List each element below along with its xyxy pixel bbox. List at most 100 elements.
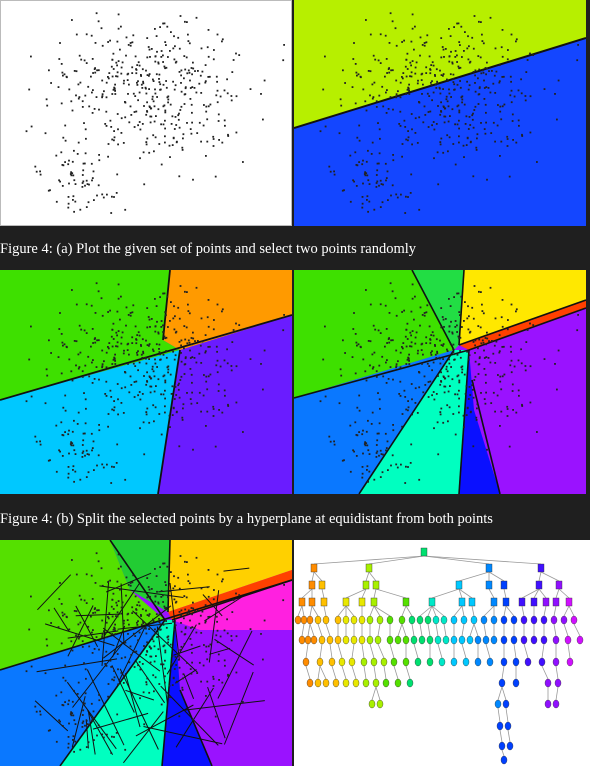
data-point <box>172 406 175 409</box>
data-point <box>482 42 485 45</box>
data-point <box>454 320 457 322</box>
data-point <box>432 334 435 337</box>
data-point <box>69 443 72 445</box>
data-point <box>85 407 87 410</box>
partition-line <box>53 607 70 632</box>
data-point <box>55 424 58 427</box>
data-point <box>354 421 357 424</box>
data-point <box>386 72 388 74</box>
data-point <box>339 368 342 371</box>
data-point <box>123 79 125 82</box>
data-point <box>201 70 204 73</box>
data-point <box>162 645 165 648</box>
data-point <box>152 620 155 622</box>
data-point <box>431 61 434 64</box>
data-point <box>113 676 116 679</box>
tree-edge <box>505 605 515 617</box>
data-point <box>483 357 486 359</box>
data-point <box>160 326 163 328</box>
data-point <box>207 346 210 348</box>
data-point <box>138 661 141 663</box>
data-point <box>410 71 413 74</box>
data-point <box>145 362 148 365</box>
data-point <box>450 320 452 323</box>
data-point <box>155 35 158 37</box>
tree-edge <box>553 605 557 617</box>
data-point <box>80 598 83 601</box>
data-point <box>124 478 127 481</box>
data-point <box>499 425 501 427</box>
data-point <box>427 126 430 128</box>
data-point <box>76 153 79 155</box>
data-point <box>132 92 135 95</box>
data-point <box>71 109 74 112</box>
data-point <box>204 620 207 623</box>
data-point <box>176 140 178 143</box>
data-point <box>446 80 449 82</box>
data-point <box>115 462 118 464</box>
tree-edge <box>501 665 505 680</box>
partition-line <box>171 579 292 621</box>
data-point <box>215 634 218 637</box>
data-point <box>216 641 219 644</box>
tree-node <box>322 678 330 688</box>
data-point <box>227 135 230 137</box>
data-point <box>116 345 119 348</box>
data-point <box>77 367 80 370</box>
data-point <box>180 90 183 93</box>
data-point <box>439 92 442 95</box>
data-point <box>458 127 460 130</box>
data-point <box>371 367 374 370</box>
data-point <box>158 683 161 685</box>
data-point <box>477 103 480 105</box>
data-point <box>458 405 460 408</box>
data-point <box>385 91 387 94</box>
data-point <box>158 73 161 76</box>
data-point <box>216 620 218 623</box>
partition-line <box>101 580 110 666</box>
data-point <box>114 360 116 362</box>
data-point <box>506 405 509 408</box>
data-point <box>356 136 359 139</box>
data-point <box>260 363 262 365</box>
data-point <box>231 71 234 73</box>
data-point <box>207 29 210 31</box>
data-point <box>221 141 224 144</box>
data-point <box>184 626 187 629</box>
data-point <box>209 643 212 646</box>
data-point <box>204 621 207 624</box>
data-point <box>392 159 395 162</box>
data-point <box>123 349 125 352</box>
data-point <box>459 356 462 359</box>
data-point <box>150 115 153 118</box>
data-point <box>260 93 262 95</box>
data-point <box>467 328 470 331</box>
data-point <box>97 339 100 342</box>
data-point <box>191 381 193 384</box>
data-point <box>190 672 193 675</box>
partition-line <box>175 687 214 748</box>
data-point <box>60 333 63 335</box>
data-point <box>410 40 413 43</box>
data-point <box>187 69 190 72</box>
data-point <box>135 110 138 113</box>
data-point <box>235 671 238 674</box>
data-point <box>133 111 136 113</box>
data-point <box>167 371 169 374</box>
data-point <box>154 298 156 300</box>
data-point <box>520 348 522 351</box>
data-point <box>178 317 181 320</box>
panel-second-split <box>0 270 292 494</box>
data-point <box>203 374 205 376</box>
data-point <box>212 328 215 331</box>
data-point <box>472 396 475 399</box>
data-point <box>524 95 527 97</box>
data-point <box>407 358 410 360</box>
data-point <box>204 81 207 84</box>
data-point <box>369 364 371 367</box>
data-point <box>395 314 398 317</box>
data-point <box>340 374 343 377</box>
tree-node <box>358 635 366 645</box>
data-point <box>448 362 451 365</box>
data-point <box>172 47 175 50</box>
